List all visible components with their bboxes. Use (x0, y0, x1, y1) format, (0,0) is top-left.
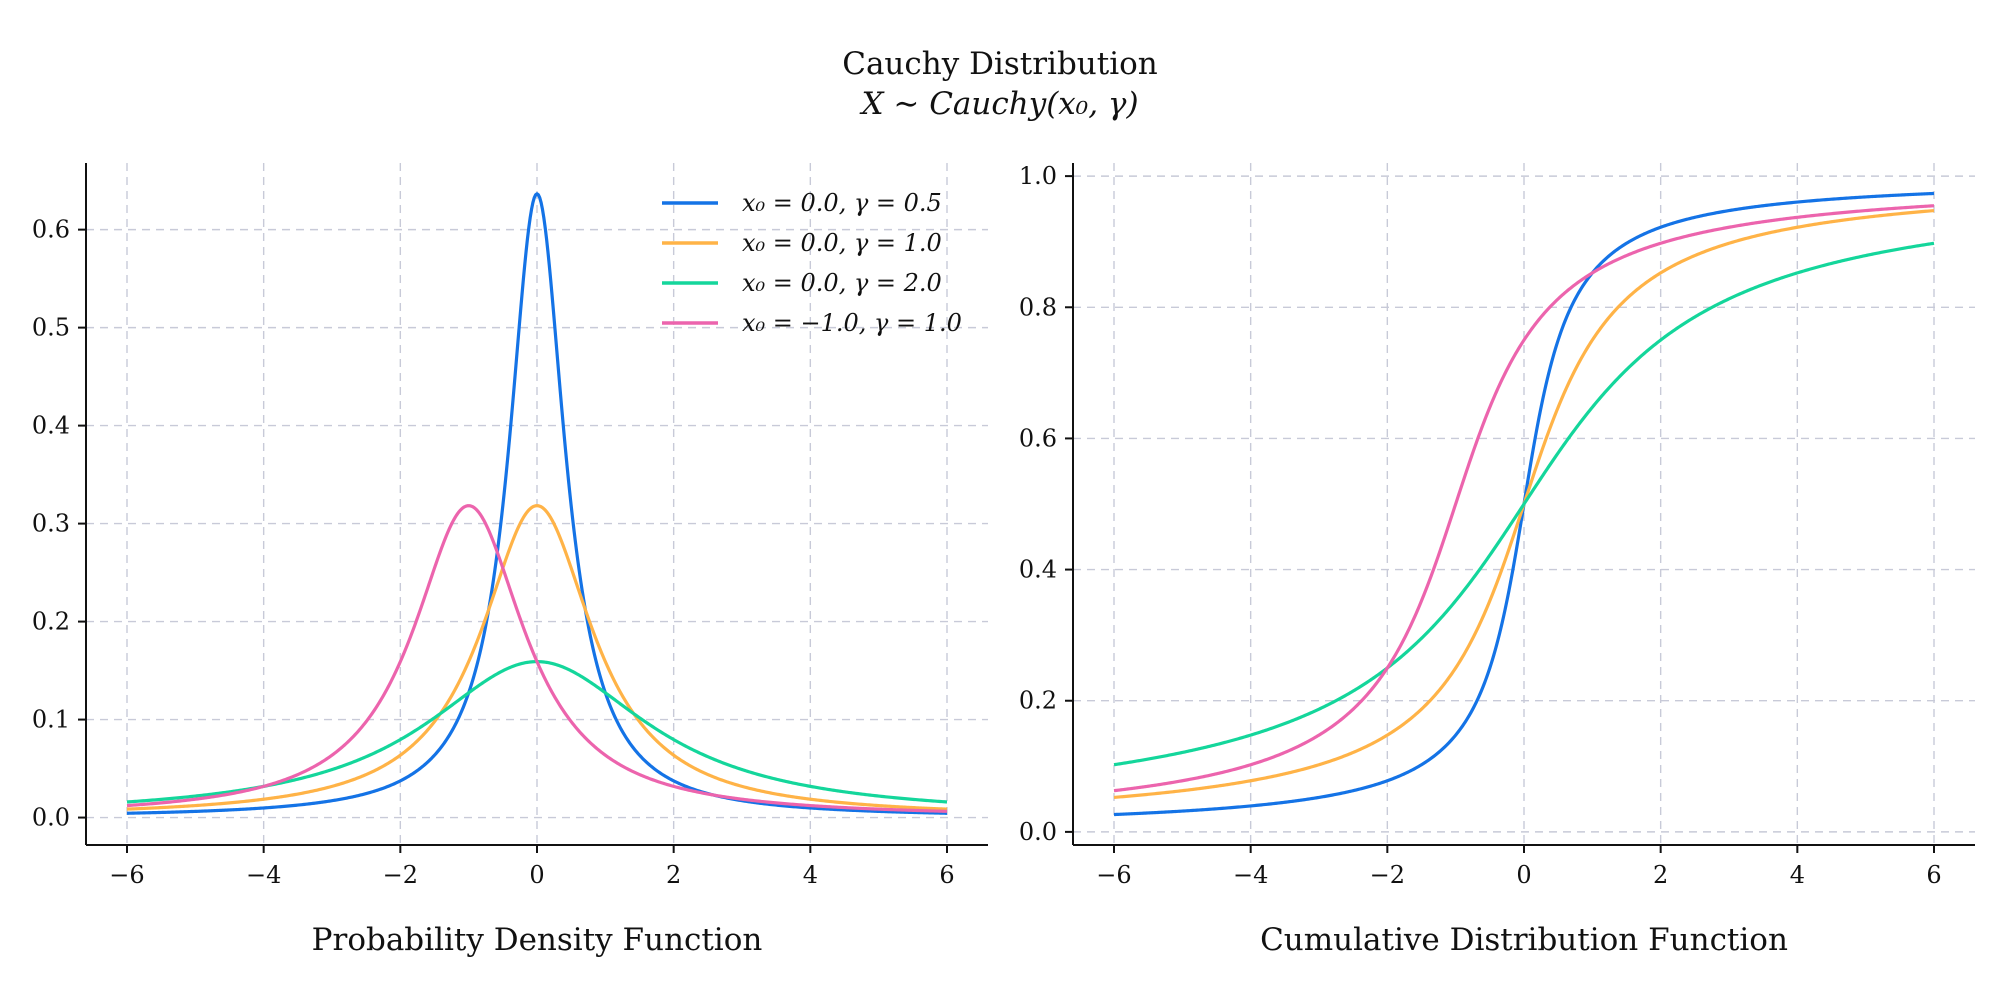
y-tick-label: 1.0 (1019, 162, 1057, 190)
figure-subtitle: X ∼ Cauchy(x₀, γ) (861, 86, 1139, 122)
y-tick-label: 0.5 (32, 314, 70, 342)
legend-label: x₀ = −1.0, γ = 1.0 (742, 309, 962, 337)
pdf-chart: −6 −4 −2 0 2 4 6 0.0 0.1 0.2 0.3 0.4 0.5 0.6 Probabili… (32, 163, 988, 958)
series-line-3 (1113, 204, 1935, 793)
x-tick-label: −6 (1096, 861, 1131, 889)
y-tick-label: 0.0 (1019, 818, 1057, 846)
x-tick-label: −4 (246, 861, 281, 889)
y-tick-label: 0.4 (32, 412, 70, 440)
legend-label: x₀ = 0.0, γ = 0.5 (742, 189, 942, 217)
x-axis-label: Probability Density Function (312, 922, 763, 958)
legend-label: x₀ = 0.0, γ = 2.0 (742, 269, 942, 297)
y-tick-label: 0.0 (32, 804, 70, 832)
figure-title: Cauchy Distribution (842, 46, 1158, 82)
x-tick-label: −4 (1233, 861, 1268, 889)
series-line-2 (1113, 241, 1935, 767)
y-tick-label: 0.6 (1019, 424, 1057, 452)
y-tick-label: 0.4 (1019, 556, 1057, 584)
x-tick-label: 4 (1790, 861, 1805, 889)
y-tick-label: 0.2 (32, 608, 70, 636)
x-axis-label: Cumulative Distribution Function (1260, 922, 1788, 958)
x-tick-label: −2 (383, 861, 418, 889)
x-tick-label: 0 (1516, 861, 1531, 889)
y-tick-label: 0.3 (32, 510, 70, 538)
x-tick-label: 2 (1653, 861, 1668, 889)
series-line-1 (126, 504, 948, 811)
x-tick-label: 0 (529, 861, 544, 889)
x-tick-label: −6 (109, 861, 144, 889)
y-tick-label: 0.2 (1019, 687, 1057, 715)
x-tick-label: 6 (1926, 861, 1941, 889)
y-tick-label: 0.6 (32, 216, 70, 244)
legend: x₀ = 0.0, γ = 0.5 x₀ = 0.0, γ = 1.0 x₀ = 0… (662, 189, 962, 337)
series-line-0 (126, 192, 948, 815)
y-tick-label: 0.8 (1019, 293, 1057, 321)
x-tick-label: 4 (803, 861, 818, 889)
legend-label: x₀ = 0.0, γ = 1.0 (742, 229, 942, 257)
x-tick-label: −2 (1370, 861, 1405, 889)
x-tick-label: 6 (939, 861, 954, 889)
figure-titles: Cauchy Distribution X ∼ Cauchy(x₀, γ) (0, 44, 2000, 124)
series-line-3 (126, 504, 948, 813)
cdf-chart: −6 −4 −2 0 2 4 6 0.0 0.2 0.4 0.6 0.8 1.0 Cumulative D… (1019, 162, 1975, 958)
x-tick-label: 2 (666, 861, 681, 889)
y-tick-label: 0.1 (32, 706, 70, 734)
